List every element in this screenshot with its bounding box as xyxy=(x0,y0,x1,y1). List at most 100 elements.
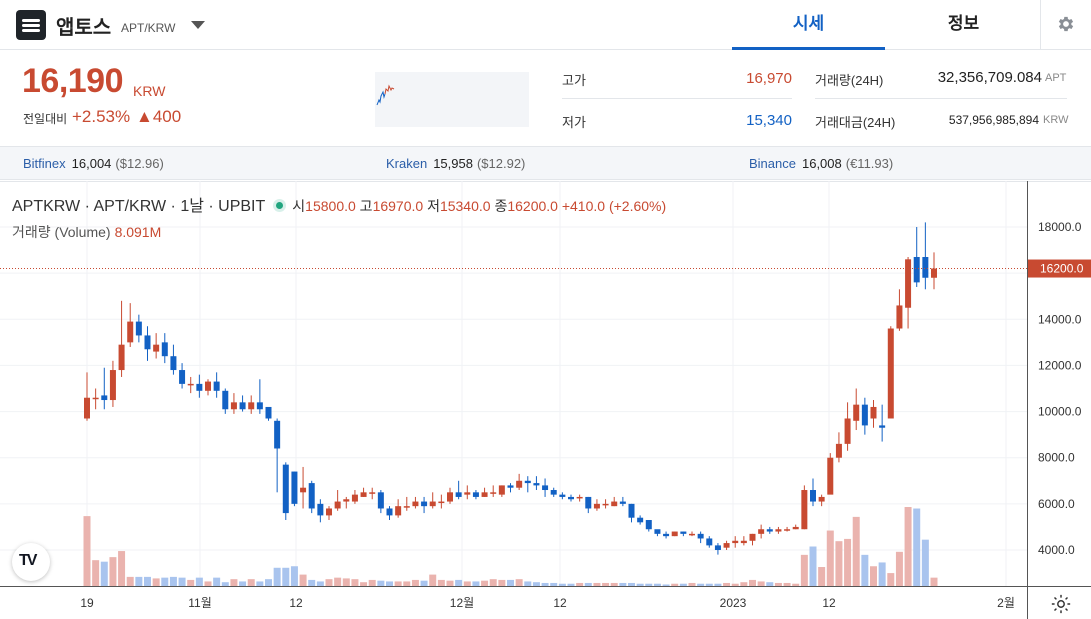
volume-bar xyxy=(688,582,696,586)
coin-name[interactable]: 앱토스 xyxy=(56,17,112,39)
exchange-sub: (€11.93) xyxy=(845,156,894,171)
volume-bar xyxy=(930,577,938,586)
candle-body xyxy=(879,425,886,428)
volume-bar xyxy=(636,583,644,586)
candle-body xyxy=(533,483,540,486)
exchange-kraken[interactable]: Kraken 15,958 ($12.92) xyxy=(386,156,525,171)
candle-body xyxy=(887,328,894,419)
volume-bar xyxy=(567,583,575,586)
time-tick-label: 11월 xyxy=(188,596,212,610)
volume-bar xyxy=(256,581,264,586)
exchange-name: Bitfinex xyxy=(23,156,66,171)
candle-body xyxy=(429,501,436,507)
volume-bar xyxy=(861,554,869,586)
volume-bar xyxy=(273,567,281,586)
price-chart[interactable]: 1911월1212월122023122월18000.016000.014000.… xyxy=(0,181,1091,619)
volume-bar xyxy=(455,579,463,586)
close-key: 종 xyxy=(494,198,508,214)
candle-body xyxy=(697,533,704,539)
candle-body xyxy=(300,487,307,493)
candle-body xyxy=(317,503,324,516)
volume-bar xyxy=(731,583,739,586)
volume-bar xyxy=(852,516,860,586)
volume-bar xyxy=(178,577,186,586)
candle-body xyxy=(602,503,609,506)
top-bar: 앱토스 APT/KRW 시세 정보 xyxy=(0,0,1091,50)
volume-value: 32,356,709.084 xyxy=(937,69,1042,86)
candle-body xyxy=(490,492,497,494)
candle-body xyxy=(732,540,739,544)
candle-body xyxy=(524,480,531,484)
candle-body xyxy=(481,492,488,497)
volume-bar xyxy=(498,579,506,586)
volume-bar xyxy=(714,583,722,586)
exchange-bitfinex[interactable]: Bitfinex 16,004 ($12.96) xyxy=(23,156,164,171)
volume-bar xyxy=(904,507,912,586)
volume-bar xyxy=(913,508,921,586)
volume-bar xyxy=(671,583,679,586)
market-status-icon xyxy=(273,199,287,212)
tab-info[interactable]: 정보 xyxy=(947,14,980,33)
exchange-sub: ($12.92) xyxy=(476,156,526,171)
volume-bar xyxy=(316,581,324,586)
candle-body xyxy=(395,506,402,516)
chevron-down-icon[interactable] xyxy=(191,21,205,29)
candle-body xyxy=(844,418,851,444)
volume-bar xyxy=(377,580,385,586)
exchange-binance[interactable]: Binance 16,008 (€11.93) xyxy=(749,156,893,171)
volume-bar xyxy=(342,578,350,586)
candle-body xyxy=(516,480,523,488)
candle-body xyxy=(421,501,428,507)
low-key: 저 xyxy=(427,198,440,214)
settings-button[interactable] xyxy=(1040,0,1091,50)
high-value: 16,970 xyxy=(746,70,792,87)
candle-body xyxy=(706,538,713,546)
candle-body xyxy=(663,533,670,537)
low-value: 15,340 xyxy=(746,112,792,129)
candle-body xyxy=(109,370,116,401)
tradingview-logo[interactable]: TV xyxy=(12,543,50,581)
candle-body xyxy=(92,397,99,400)
candle-body xyxy=(161,342,168,357)
volume-unit: APT xyxy=(1045,72,1067,84)
open-key: 시 xyxy=(292,198,306,214)
volume-bar xyxy=(360,582,368,586)
candle-body xyxy=(766,529,773,532)
candle-body xyxy=(619,501,626,504)
tab-quote[interactable]: 시세 xyxy=(732,0,885,50)
volume-bar xyxy=(213,577,221,586)
candle-body xyxy=(464,492,471,495)
candle-body xyxy=(222,390,229,410)
volume-bar xyxy=(645,583,653,586)
candle-body xyxy=(758,529,765,534)
volume-bar xyxy=(576,582,584,586)
volume-bar xyxy=(800,554,808,586)
volume-bar xyxy=(351,579,359,586)
volume-bar xyxy=(507,579,514,586)
candle-body xyxy=(611,501,618,507)
change-amount: ▲400 xyxy=(136,107,182,126)
time-tick-label: 12 xyxy=(822,596,836,610)
high-key: 고 xyxy=(359,198,373,214)
candle-body xyxy=(835,443,842,458)
candle-body xyxy=(792,526,799,530)
chart-settings-icon[interactable] xyxy=(1050,593,1072,615)
candle-body xyxy=(153,344,160,352)
time-tick-label: 2023 xyxy=(720,596,747,610)
symbol-label[interactable]: APTKRW · APT/KRW · 1날 · UPBIT xyxy=(12,198,266,215)
volume-bar xyxy=(386,581,393,586)
price-tick-label: 6000.0 xyxy=(1038,497,1075,511)
volume-bar xyxy=(697,583,705,586)
volume-bar xyxy=(118,551,126,586)
candle-body xyxy=(853,404,860,421)
volume-bar xyxy=(290,566,298,586)
volume-bar xyxy=(723,582,731,586)
chart-legend: APTKRW · APT/KRW · 1날 · UPBIT 시15800.0 고1… xyxy=(12,192,666,216)
volume-bar xyxy=(144,576,151,586)
candle-body xyxy=(922,256,929,278)
volume-bar xyxy=(524,581,532,586)
exchange-name: Kraken xyxy=(386,156,428,171)
open-value: 15800.0 xyxy=(305,198,356,214)
volume-bar xyxy=(308,579,316,586)
volume-bar xyxy=(835,541,843,586)
